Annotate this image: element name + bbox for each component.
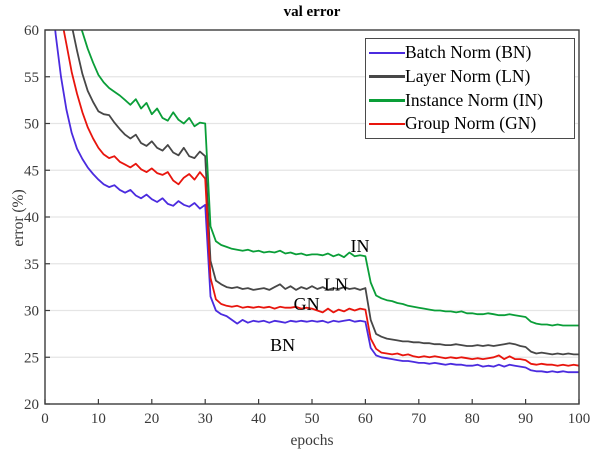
y-tick-label: 25 (24, 350, 39, 366)
legend-item: Batch Norm (BN) (366, 41, 574, 65)
y-axis-label: error (%) (10, 189, 27, 247)
y-tick-label: 50 (24, 117, 39, 133)
series-ln (71, 30, 579, 356)
x-tick-label: 90 (518, 411, 533, 427)
series-gn (62, 30, 579, 367)
legend-label: Instance Norm (IN) (405, 89, 544, 110)
y-tick-label: 55 (24, 70, 39, 86)
legend-label: Group Norm (GN) (405, 113, 537, 134)
x-axis-label: epochs (290, 432, 334, 449)
x-tick-label: 80 (465, 411, 480, 427)
legend-line-swatch (369, 99, 405, 102)
x-tick-label: 20 (144, 411, 159, 427)
x-tick-label: 50 (305, 411, 320, 427)
y-tick-label: 30 (24, 304, 39, 320)
legend: Batch Norm (BN) Layer Norm (LN) Instance N… (365, 38, 575, 139)
annotation-ln: LN (324, 274, 348, 294)
series-bn (54, 30, 579, 374)
legend-line-swatch (369, 75, 405, 78)
x-tick-label: 0 (41, 411, 49, 427)
annotation-gn: GN (294, 294, 320, 314)
annotation-in: IN (351, 236, 370, 256)
x-tick-label: 40 (251, 411, 266, 427)
y-tick-label: 60 (24, 23, 39, 39)
series-in (80, 30, 579, 327)
legend-item: Instance Norm (IN) (366, 89, 574, 113)
legend-line-swatch (369, 122, 405, 126)
y-tick-label: 40 (24, 210, 39, 226)
annotation-bn: BN (270, 335, 295, 355)
x-tick-label: 10 (91, 411, 106, 427)
legend-label: Batch Norm (BN) (405, 42, 532, 63)
legend-label: Layer Norm (LN) (405, 65, 531, 86)
legend-item: Group Norm (GN) (366, 112, 574, 136)
chart-title: val error (283, 4, 341, 20)
x-tick-label: 70 (411, 411, 426, 427)
y-tick-label: 45 (24, 163, 39, 179)
x-tick-label: 30 (198, 411, 213, 427)
y-tick-label: 35 (24, 257, 39, 273)
y-tick-label: 20 (24, 397, 39, 413)
x-tick-label: 100 (568, 411, 591, 427)
x-tick-label: 60 (358, 411, 373, 427)
legend-item: Layer Norm (LN) (366, 65, 574, 89)
legend-line-swatch (369, 51, 405, 55)
